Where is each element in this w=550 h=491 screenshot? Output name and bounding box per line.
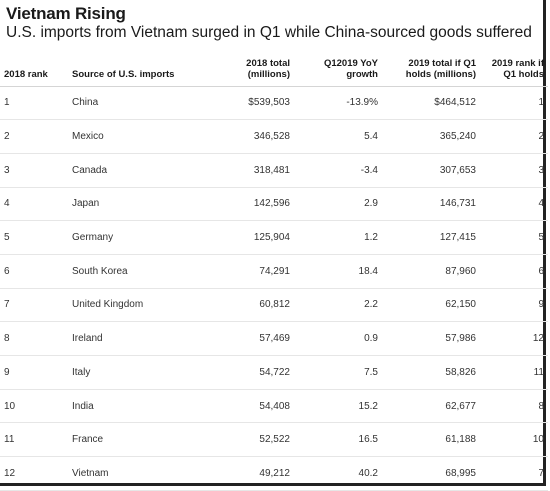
table-row: 2 Mexico 346,528 5.4 365,240 2 (0, 119, 548, 154)
growth-cell: 7.5 (294, 355, 382, 390)
rank-cell: 1 (0, 86, 68, 121)
source-cell: India (68, 389, 218, 424)
growth-cell: 16.5 (294, 422, 382, 458)
chart-subtitle: U.S. imports from Vietnam surged in Q1 w… (6, 24, 532, 41)
source-cell: Italy (68, 355, 218, 390)
table-row: 5 Germany 125,904 1.2 127,415 5 (0, 220, 548, 255)
growth-cell: -3.4 (294, 153, 382, 188)
table-body: 1 China $539,503 -13.9% $464,512 1 2 Mexico 346,… (0, 86, 548, 491)
total-2018-cell: 346,528 (218, 119, 294, 154)
rank-2019-cell: 12 (480, 321, 548, 356)
table-row: 4 Japan 142,596 2.9 146,731 4 (0, 187, 548, 222)
rank-2019-cell: 6 (480, 254, 548, 289)
column-header-yoy-growth: Q12019 YoY growth (294, 50, 382, 87)
rank-2019-cell: 8 (480, 389, 548, 424)
table-header-row: 2018 rank Source of U.S. imports 2018 to… (0, 50, 548, 87)
column-header-source: Source of U.S. imports (68, 50, 218, 87)
growth-cell: 2.9 (294, 187, 382, 222)
rank-2019-cell: 1 (480, 86, 548, 121)
table-row: 7 United Kingdom 60,812 2.2 62,150 9 (0, 288, 548, 323)
imports-table: 2018 rank Source of U.S. imports 2018 to… (0, 50, 548, 491)
source-cell: Mexico (68, 119, 218, 154)
source-cell: Canada (68, 153, 218, 188)
total-2019-cell: 62,677 (382, 389, 480, 424)
source-cell: United Kingdom (68, 288, 218, 323)
source-cell: South Korea (68, 254, 218, 289)
rank-2019-cell: 9 (480, 288, 548, 323)
rank-cell: 6 (0, 254, 68, 289)
growth-cell: 2.2 (294, 288, 382, 323)
chart-title: Vietnam Rising (6, 4, 126, 23)
rank-cell: 10 (0, 389, 68, 424)
total-2019-cell: 57,986 (382, 321, 480, 356)
table-row: 8 Ireland 57,469 0.9 57,986 12 (0, 321, 548, 356)
column-header-2018-total: 2018 total (millions) (218, 50, 294, 87)
column-header-2019-total: 2019 total if Q1 holds (millions) (382, 50, 480, 87)
growth-cell: 15.2 (294, 389, 382, 424)
growth-cell: -13.9% (294, 86, 382, 121)
source-cell: Japan (68, 187, 218, 222)
total-2019-cell: 307,653 (382, 153, 480, 188)
total-2018-cell: 74,291 (218, 254, 294, 289)
rank-cell: 11 (0, 422, 68, 458)
total-2018-cell: 125,904 (218, 220, 294, 255)
table-row: 1 China $539,503 -13.9% $464,512 1 (0, 86, 548, 121)
total-2018-cell: 60,812 (218, 288, 294, 323)
total-2018-cell: 318,481 (218, 153, 294, 188)
total-2019-cell: $464,512 (382, 86, 480, 121)
total-2019-cell: 62,150 (382, 288, 480, 323)
source-cell: Germany (68, 220, 218, 255)
rank-cell: 5 (0, 220, 68, 255)
growth-cell: 1.2 (294, 220, 382, 255)
rank-cell: 4 (0, 187, 68, 222)
rank-2019-cell: 7 (480, 456, 548, 491)
total-2019-cell: 87,960 (382, 254, 480, 289)
table-row: 9 Italy 54,722 7.5 58,826 11 (0, 355, 548, 390)
total-2018-cell: 49,212 (218, 456, 294, 491)
rank-2019-cell: 2 (480, 119, 548, 154)
total-2018-cell: 57,469 (218, 321, 294, 356)
total-2019-cell: 365,240 (382, 119, 480, 154)
rank-2019-cell: 3 (480, 153, 548, 188)
source-cell: France (68, 422, 218, 458)
source-cell: Vietnam (68, 456, 218, 491)
total-2018-cell: 142,596 (218, 187, 294, 222)
table-row: 3 Canada 318,481 -3.4 307,653 3 (0, 153, 548, 188)
column-header-2018-rank: 2018 rank (0, 50, 68, 87)
table-row: 6 South Korea 74,291 18.4 87,960 6 (0, 254, 548, 289)
rank-cell: 3 (0, 153, 68, 188)
rank-2019-cell: 10 (480, 422, 548, 458)
rank-cell: 9 (0, 355, 68, 390)
total-2018-cell: 54,722 (218, 355, 294, 390)
total-2018-cell: 54,408 (218, 389, 294, 424)
total-2018-cell: 52,522 (218, 422, 294, 458)
rank-2019-cell: 5 (480, 220, 548, 255)
source-cell: Ireland (68, 321, 218, 356)
growth-cell: 5.4 (294, 119, 382, 154)
rank-cell: 7 (0, 288, 68, 323)
rank-2019-cell: 11 (480, 355, 548, 390)
total-2019-cell: 61,188 (382, 422, 480, 458)
growth-cell: 0.9 (294, 321, 382, 356)
total-2019-cell: 68,995 (382, 456, 480, 491)
rank-2019-cell: 4 (480, 187, 548, 222)
table-row: 10 India 54,408 15.2 62,677 8 (0, 389, 548, 424)
rank-cell: 2 (0, 119, 68, 154)
rank-cell: 8 (0, 321, 68, 356)
total-2019-cell: 58,826 (382, 355, 480, 390)
table-row: 12 Vietnam 49,212 40.2 68,995 7 (0, 456, 548, 491)
table-row: 11 France 52,522 16.5 61,188 10 (0, 422, 548, 458)
total-2019-cell: 146,731 (382, 187, 480, 222)
rank-cell: 12 (0, 456, 68, 491)
total-2019-cell: 127,415 (382, 220, 480, 255)
source-cell: China (68, 86, 218, 121)
growth-cell: 18.4 (294, 254, 382, 289)
growth-cell: 40.2 (294, 456, 382, 491)
column-header-2019-rank: 2019 rank if Q1 holds (480, 50, 548, 87)
total-2018-cell: $539,503 (218, 86, 294, 121)
